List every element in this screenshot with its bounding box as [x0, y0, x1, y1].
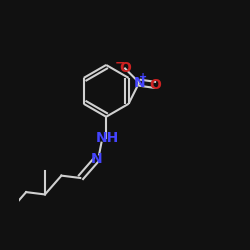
Text: N: N [91, 152, 102, 166]
Text: O: O [150, 78, 162, 92]
Text: NH: NH [96, 131, 119, 145]
Text: −: − [115, 57, 125, 70]
Text: +: + [139, 72, 147, 83]
Text: O: O [119, 62, 131, 76]
Text: N: N [134, 76, 145, 90]
